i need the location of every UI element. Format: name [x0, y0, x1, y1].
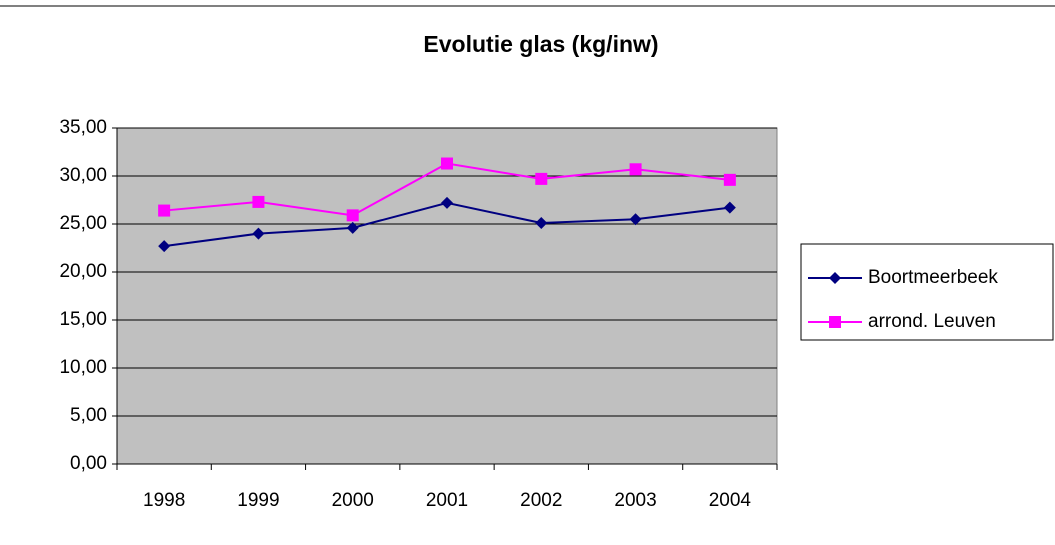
legend-label: Boortmeerbeek — [868, 267, 998, 288]
data-point — [723, 201, 736, 214]
data-point — [535, 217, 548, 230]
data-point — [158, 204, 171, 217]
x-tick-label: 2000 — [332, 490, 374, 511]
data-point — [441, 157, 453, 170]
data-point — [723, 173, 736, 186]
x-tick-label: 1998 — [143, 490, 185, 511]
y-tick-label: 15,00 — [59, 309, 107, 330]
y-tick-label: 20,00 — [59, 261, 107, 282]
x-tick-label: 1999 — [237, 490, 279, 511]
legend-marker — [829, 316, 841, 328]
data-point — [629, 213, 642, 226]
y-tick-label: 35,00 — [59, 117, 107, 138]
legend-label: arrond. Leuven — [868, 311, 996, 332]
data-point — [629, 163, 642, 176]
legend-box — [800, 243, 1054, 341]
data-point — [346, 209, 359, 222]
chart-title: Evolutie glas (kg/inw) — [423, 31, 658, 57]
data-point — [252, 227, 265, 240]
data-point — [346, 221, 359, 234]
y-tick-label: 5,00 — [70, 405, 107, 426]
data-point — [441, 196, 453, 209]
legend-marker — [829, 272, 841, 284]
data-point — [158, 240, 171, 253]
y-tick-label: 30,00 — [59, 165, 107, 186]
y-tick-label: 10,00 — [59, 357, 107, 378]
data-point — [535, 172, 548, 185]
x-tick-label: 2003 — [614, 490, 656, 511]
x-tick-label: 2001 — [426, 490, 468, 511]
data-point — [252, 195, 265, 208]
x-tick-label: 2004 — [709, 490, 752, 511]
y-tick-label: 0,00 — [70, 453, 107, 474]
y-tick-label: 25,00 — [59, 213, 107, 234]
x-tick-label: 2002 — [520, 490, 562, 511]
plot-area — [116, 127, 778, 465]
